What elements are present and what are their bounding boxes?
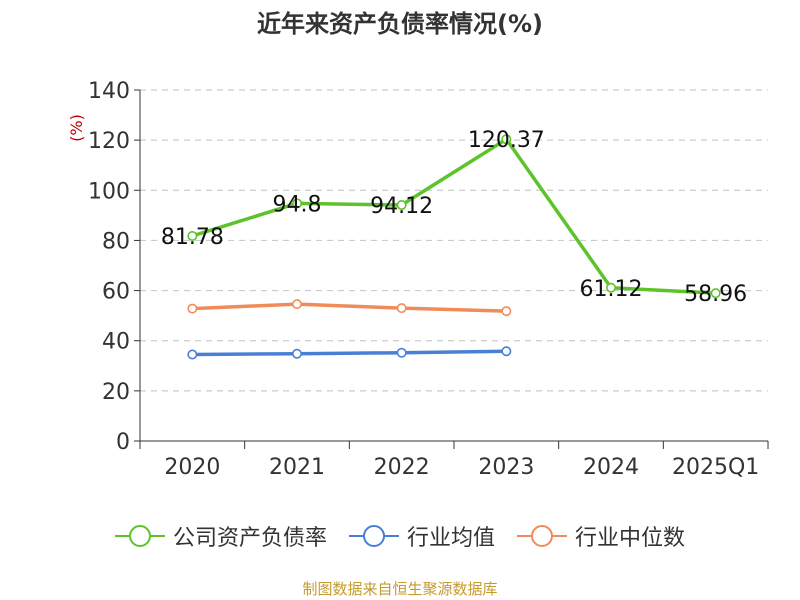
data-point-s0-2021	[291, 198, 302, 209]
legend-item-industry-mean[interactable]: 行业均值	[348, 520, 495, 552]
y-tick-label-0: 0	[116, 430, 130, 455]
data-point-s1-2023	[501, 346, 512, 357]
data-point-s2-2022	[396, 303, 407, 314]
data-label-2023: 120.37	[468, 128, 545, 153]
legend-item-company[interactable]: 公司资产负债率	[114, 520, 327, 552]
series-line-0	[190, 137, 718, 295]
legend-swatch-industry-median	[517, 524, 567, 548]
x-tick-label-2023: 2023	[478, 455, 534, 480]
data-point-s2-2023	[501, 306, 512, 317]
data-point-s0-2020	[187, 230, 198, 241]
legend-item-industry-median[interactable]: 行业中位数	[517, 520, 685, 552]
y-tick-label-140: 140	[88, 79, 130, 104]
y-axis-label: (%)	[67, 114, 86, 142]
x-tick-label-2024: 2024	[583, 455, 639, 480]
series-line-2	[190, 302, 509, 313]
series-layer	[187, 134, 721, 360]
y-tick-label-80: 80	[102, 229, 130, 254]
data-point-s0-2022	[396, 200, 407, 211]
y-tick-label-60: 60	[102, 280, 130, 305]
y-tick-label-20: 20	[102, 380, 130, 405]
legend-swatch-company	[114, 524, 165, 548]
legend: 公司资产负债率 行业均值 行业中位数	[0, 520, 800, 552]
axes: 0 20 40 60 80 100 120 140(%) 2020 2021 2022 2023 202…	[67, 79, 769, 480]
data-label-2025Q1: 58.96	[684, 282, 747, 307]
data-point-s1-2020	[187, 349, 198, 360]
legend-swatch-industry-mean	[348, 524, 399, 548]
legend-label-company: 公司资产负债率	[172, 526, 327, 551]
y-tick-label-40: 40	[102, 330, 130, 355]
data-label-2021: 94.8	[273, 192, 322, 217]
data-point-s2-2021	[291, 299, 302, 310]
data-labels: 81.78 94.8 94.12 120.37 61.12 58.96	[161, 128, 747, 307]
legend-label-industry-median: 行业中位数	[575, 526, 686, 551]
x-tick-label-2020: 2020	[164, 455, 220, 480]
data-label-2020: 81.78	[161, 225, 224, 250]
chart-title: 近年来资产负债率情况(%)	[257, 10, 543, 38]
data-point-s1-2021	[291, 348, 302, 359]
data-point-s2-2020	[187, 303, 198, 314]
data-point-s1-2022	[396, 347, 407, 358]
data-point-s0-2023	[501, 134, 512, 145]
series-line-1	[190, 349, 509, 357]
data-point-s0-2024	[605, 282, 616, 293]
x-tick-label-2025Q1: 2025Q1	[672, 455, 759, 480]
data-label-2022: 94.12	[370, 194, 433, 219]
x-tick-label-2021: 2021	[269, 455, 325, 480]
source-footer: 制图数据来自恒生聚源数据库	[302, 580, 498, 598]
data-point-s0-2025Q1	[710, 288, 721, 299]
gridlines	[140, 89, 768, 392]
data-label-2024: 61.12	[580, 277, 643, 302]
y-tick-label-100: 100	[88, 179, 130, 204]
x-tick-label-2022: 2022	[374, 455, 430, 480]
legend-label-industry-mean: 行业均值	[406, 526, 495, 551]
y-tick-label-120: 120	[88, 129, 130, 154]
